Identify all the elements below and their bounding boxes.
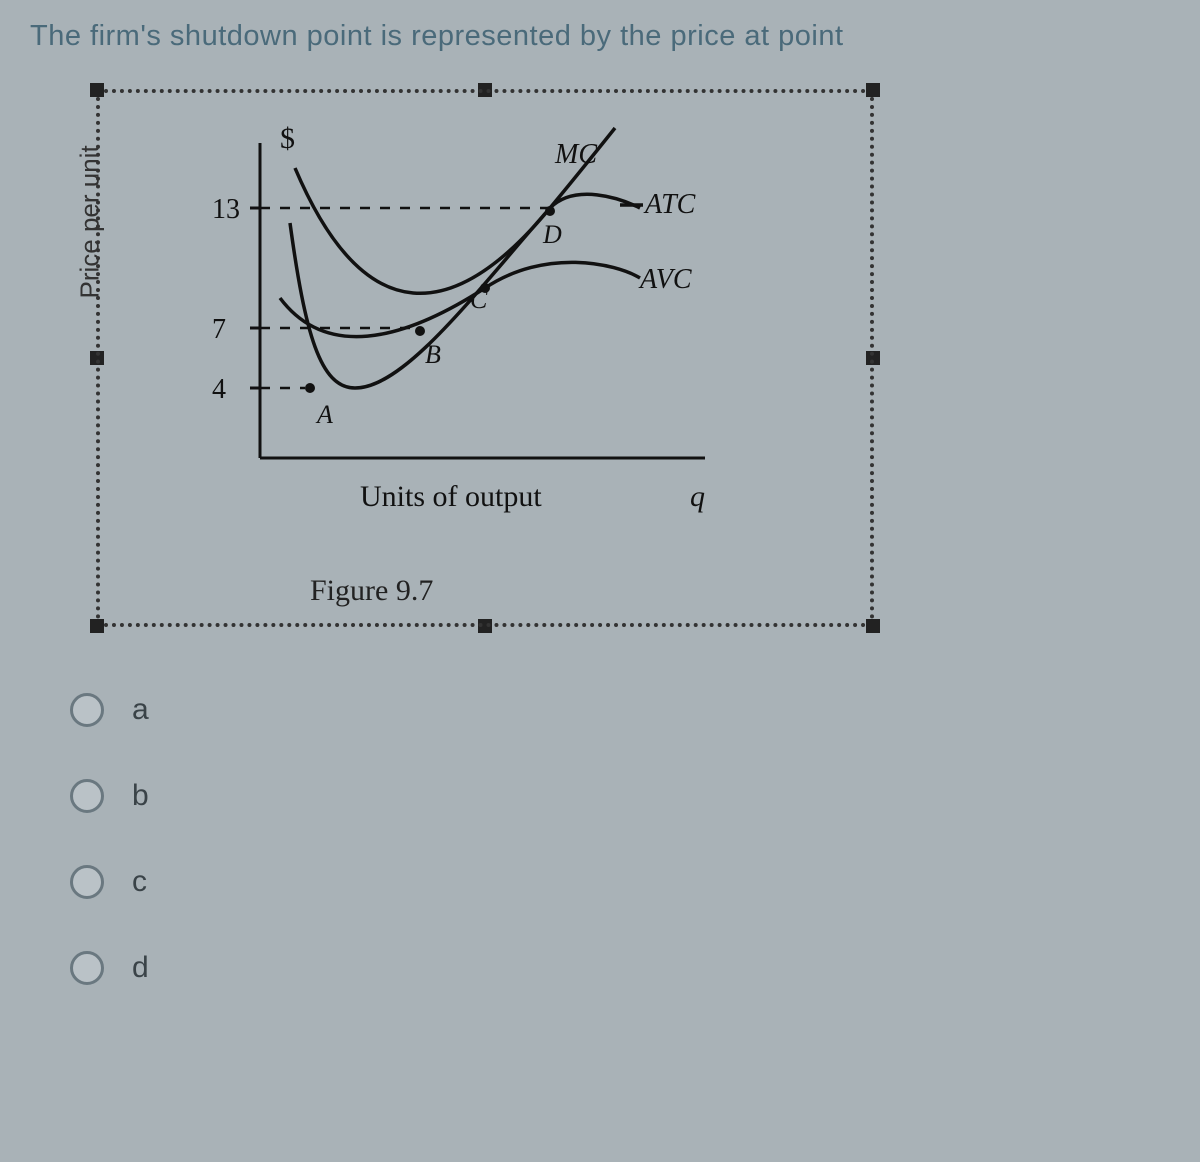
figure-box: Price per unit 1374 MCATCAVC ABCD $Units… — [90, 83, 880, 633]
radio-icon — [70, 951, 104, 985]
svg-text:13: 13 — [212, 194, 240, 225]
option-c[interactable]: c — [70, 865, 1170, 899]
selection-handle — [90, 83, 104, 97]
svg-text:ATC: ATC — [643, 189, 696, 220]
option-b[interactable]: b — [70, 779, 1170, 813]
option-label: b — [132, 779, 149, 813]
selection-handle — [90, 619, 104, 633]
selection-border — [870, 97, 874, 619]
radio-icon — [70, 779, 104, 813]
svg-text:D: D — [542, 220, 562, 249]
chart-area: 13 7 4 MC ATC AVC A BC D $ Units of output q — [140, 113, 850, 533]
svg-text:Units of output: Units of output — [360, 480, 542, 513]
selection-border — [104, 623, 866, 627]
option-label: a — [132, 693, 149, 727]
question-text: The firm's shutdown point is represented… — [30, 20, 1170, 53]
y-axis-label: Price per unit — [75, 145, 106, 298]
svg-text:A: A — [315, 400, 333, 429]
answer-options: a b c d — [70, 693, 1170, 985]
selection-handle — [866, 619, 880, 633]
option-d[interactable]: d — [70, 951, 1170, 985]
svg-text:MC: MC — [554, 139, 597, 170]
svg-text:C: C — [470, 285, 488, 314]
svg-text:7: 7 — [212, 314, 226, 345]
svg-text:4: 4 — [212, 374, 226, 405]
svg-text:$: $ — [280, 122, 295, 155]
option-label: d — [132, 951, 149, 985]
radio-icon — [70, 865, 104, 899]
selection-border — [104, 89, 866, 93]
figure-caption: Figure 9.7 — [310, 574, 433, 608]
cost-curves-chart: 13 7 4 MC ATC AVC A BC D $ Units of output q — [140, 113, 850, 533]
option-a[interactable]: a — [70, 693, 1170, 727]
selection-handle — [866, 83, 880, 97]
radio-icon — [70, 693, 104, 727]
option-label: c — [132, 865, 147, 899]
svg-text:q: q — [690, 480, 705, 513]
svg-text:B: B — [425, 340, 441, 369]
svg-text:AVC: AVC — [638, 264, 692, 295]
